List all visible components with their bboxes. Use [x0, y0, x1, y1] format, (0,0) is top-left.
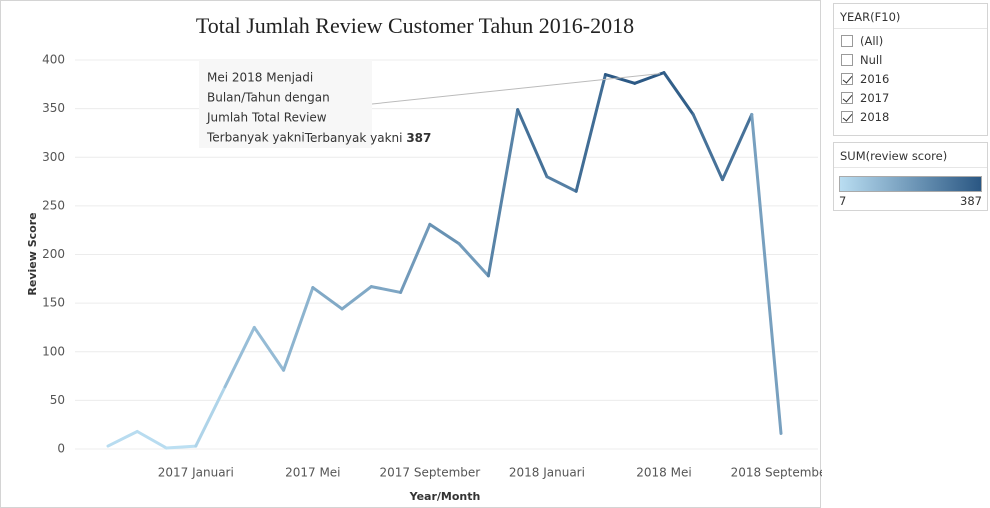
annotation-text: Terbanyak yakni — [304, 131, 403, 145]
line-segment — [106, 429, 139, 448]
annotation-line: Bulan/Tahun dengan — [207, 91, 330, 105]
line-segment — [574, 73, 607, 193]
annotation-line: Terbanyak yakniTerbanyak yakni 387 — [206, 131, 431, 145]
line-segment — [399, 222, 432, 294]
y-tick-label: 300 — [42, 150, 65, 164]
checkbox[interactable] — [841, 34, 853, 47]
checkbox[interactable] — [841, 110, 853, 123]
line-segment — [457, 242, 490, 278]
line-segment — [662, 71, 695, 116]
line-segment — [486, 108, 520, 278]
line-segment — [516, 108, 549, 179]
x-tick-label: 2017 Januari — [158, 466, 234, 480]
color-legend: SUM(review score) 7 387 — [833, 142, 988, 211]
y-tick-label: 250 — [42, 198, 65, 212]
x-tick-label: 2017 Mei — [285, 466, 340, 480]
filter-list: (All) Null 2016 2017 2018 — [834, 29, 987, 126]
y-tick-label: 0 — [57, 442, 65, 456]
line-segment — [720, 112, 754, 182]
line-segment — [369, 285, 403, 294]
filter-label: 2016 — [860, 71, 890, 86]
x-tick-label: 2017 September — [380, 466, 481, 480]
line-segment — [223, 325, 256, 389]
line-segment — [545, 175, 578, 193]
line-segment — [165, 444, 198, 450]
filter-label: 2017 — [860, 90, 890, 105]
y-axis-label: Review Score — [26, 212, 39, 295]
filter-item[interactable]: Null — [834, 50, 987, 69]
checkbox[interactable] — [841, 91, 853, 104]
checkbox[interactable] — [841, 53, 853, 66]
annotation-line: Mei 2018 Menjadi — [207, 71, 313, 85]
filter-title: YEAR(F10) — [834, 4, 987, 29]
filter-item[interactable]: (All) — [834, 31, 987, 50]
y-tick-label: 50 — [50, 393, 65, 407]
filter-panel: YEAR(F10) (All) Null 2016 2017 2018 — [833, 3, 988, 136]
line-segment — [633, 71, 666, 85]
line-segment — [428, 222, 461, 246]
line-segment — [194, 385, 227, 448]
line-segment — [252, 325, 286, 372]
x-tick-label: 2018 Mei — [636, 466, 691, 480]
annotation-leader — [371, 73, 661, 105]
filter-label: Null — [860, 52, 883, 67]
y-tick-label: 200 — [42, 247, 65, 261]
annotation-value: 387 — [406, 131, 431, 145]
y-tick-label: 100 — [42, 344, 65, 358]
checkbox[interactable] — [841, 72, 853, 85]
filter-item[interactable]: 2018 — [834, 107, 987, 126]
chart: Total Jumlah Review Customer Tahun 2016-… — [0, 0, 822, 508]
y-tick-label: 350 — [42, 101, 65, 115]
annotation-box — [199, 60, 372, 148]
line-segment — [340, 285, 373, 311]
line-segment — [311, 286, 344, 311]
x-axis-label: Year/Month — [409, 490, 481, 503]
legend-title: SUM(review score) — [834, 143, 987, 168]
legend-min: 7 — [839, 194, 847, 208]
filter-item[interactable]: 2016 — [834, 69, 987, 88]
y-tick-label: 150 — [42, 296, 65, 310]
line-segment — [135, 429, 169, 450]
filter-label: 2018 — [860, 109, 890, 124]
annotation-line: Jumlah Total Review — [206, 111, 327, 125]
line-segment — [603, 73, 637, 85]
chart-title: Total Jumlah Review Customer Tahun 2016-… — [196, 13, 634, 38]
line-segment — [691, 112, 724, 182]
y-tick-label: 400 — [42, 53, 65, 67]
line-segment — [750, 112, 783, 435]
filter-label: (All) — [860, 33, 884, 48]
legend-max: 387 — [960, 194, 982, 208]
filter-item[interactable]: 2017 — [834, 88, 987, 107]
line-segment — [282, 286, 315, 372]
legend-gradient — [839, 176, 982, 192]
x-tick-label: 2018 September — [731, 466, 822, 480]
x-tick-label: 2018 Januari — [509, 466, 585, 480]
